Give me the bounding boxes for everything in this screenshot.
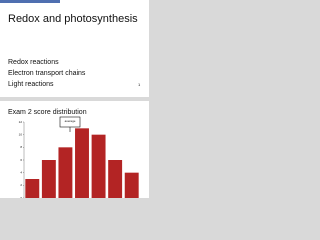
slides: Redox and photosynthesis Redox reactions…: [0, 0, 149, 198]
page: Redox and photosynthesis Redox reactions…: [0, 0, 149, 198]
bar: [108, 160, 123, 198]
slide-number: 1: [138, 82, 141, 87]
bar: [75, 128, 89, 198]
bullet: Electron transport chains: [8, 70, 86, 77]
slide-title: Exam 2 score distribution: [8, 109, 87, 116]
bullets: Redox reactions Electron transport chains…: [8, 59, 86, 88]
slide-1: [0, 0, 149, 97]
bar: [91, 134, 106, 198]
bar: [124, 172, 139, 198]
annotation: average: [65, 119, 76, 123]
chart: 0 2 4 6 8 10 12: [19, 120, 139, 198]
slide-title: Redox and photosynthesis: [8, 13, 138, 25]
y-tick-label: 8: [20, 145, 22, 149]
bar: [25, 179, 40, 198]
bar: [58, 147, 73, 198]
y-tick-label: 4: [20, 170, 22, 174]
y-tick-label: 10: [19, 132, 23, 136]
y-tick-label: 6: [20, 158, 22, 162]
y-tick-label: 2: [20, 183, 22, 187]
bar: [41, 160, 56, 198]
slide-accent: [0, 0, 60, 3]
bullet: Light reactions: [8, 81, 54, 88]
bullet: Redox reactions: [8, 59, 59, 66]
y-tick-label: 0: [20, 196, 22, 198]
y-tick-label: 12: [19, 120, 23, 124]
